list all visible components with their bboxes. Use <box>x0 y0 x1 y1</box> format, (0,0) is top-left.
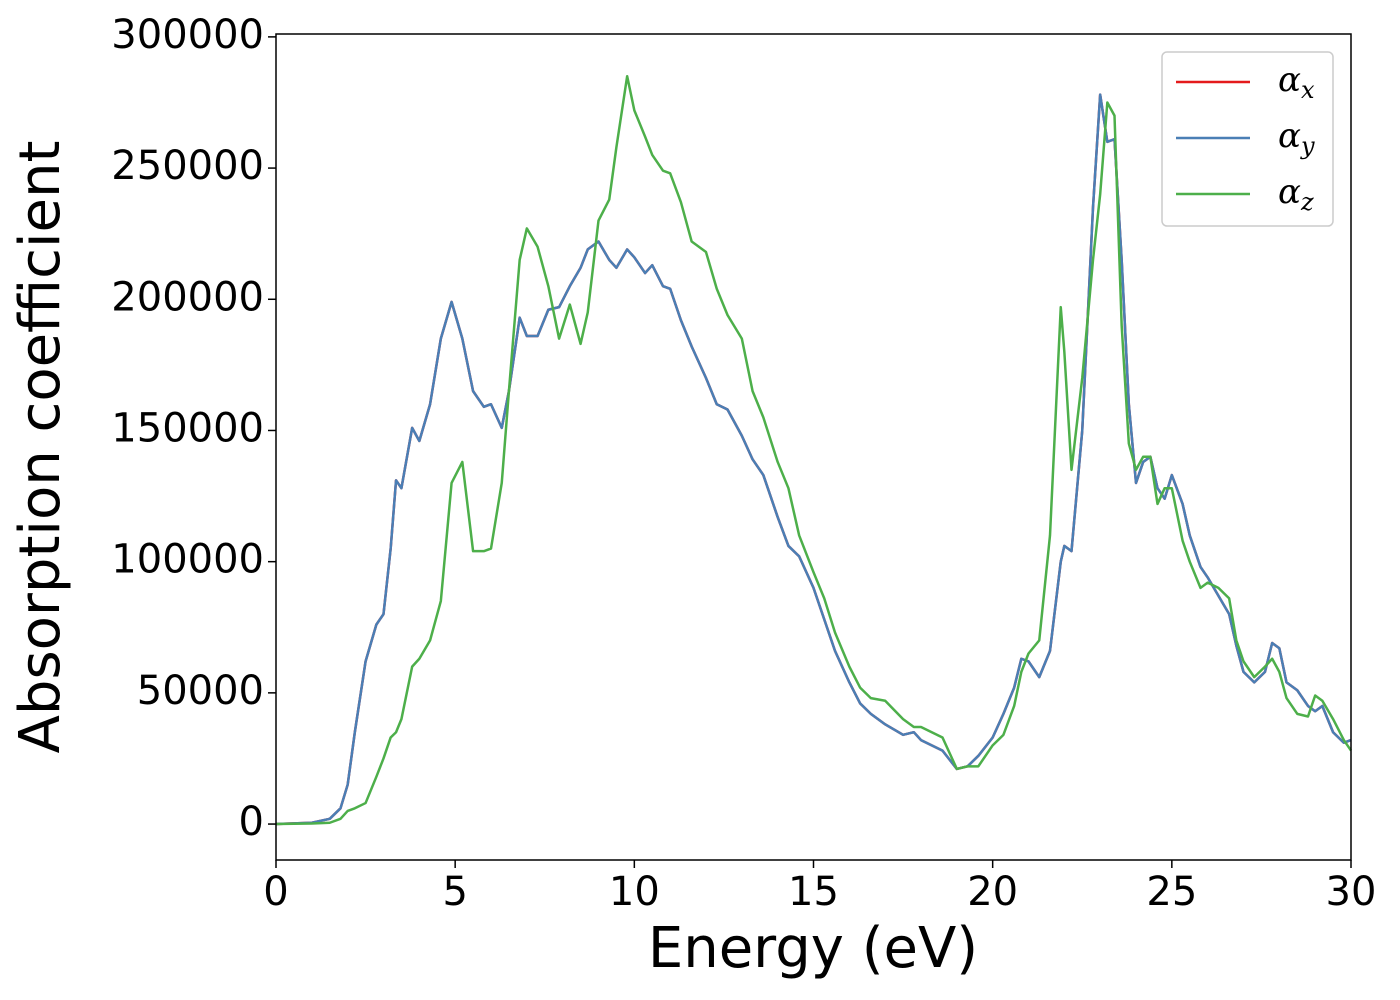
y-tick-label: 0 <box>239 799 264 845</box>
y-tick-label: 100000 <box>111 537 264 583</box>
x-tick-label: 30 <box>1326 869 1377 915</box>
x-tick-label: 5 <box>442 869 467 915</box>
x-tick-label: 15 <box>788 869 839 915</box>
x-tick-label: 25 <box>1146 869 1197 915</box>
y-tick-label: 250000 <box>111 143 264 189</box>
y-tick-label: 300000 <box>111 12 264 58</box>
x-tick-label: 0 <box>263 869 288 915</box>
x-tick-label: 20 <box>967 869 1018 915</box>
y-tick-label: 200000 <box>111 274 264 320</box>
legend-label: αz <box>1278 172 1314 216</box>
y-tick-label: 150000 <box>111 405 264 451</box>
x-tick-label: 10 <box>609 869 660 915</box>
data-line <box>275 93 1352 826</box>
y-tick-label: 50000 <box>137 668 264 714</box>
data-line <box>275 74 1353 826</box>
y-axis-label: Absorption coefficient <box>8 141 73 754</box>
x-axis-label: Energy (eV) <box>648 916 978 981</box>
plot-frame <box>275 33 1352 861</box>
